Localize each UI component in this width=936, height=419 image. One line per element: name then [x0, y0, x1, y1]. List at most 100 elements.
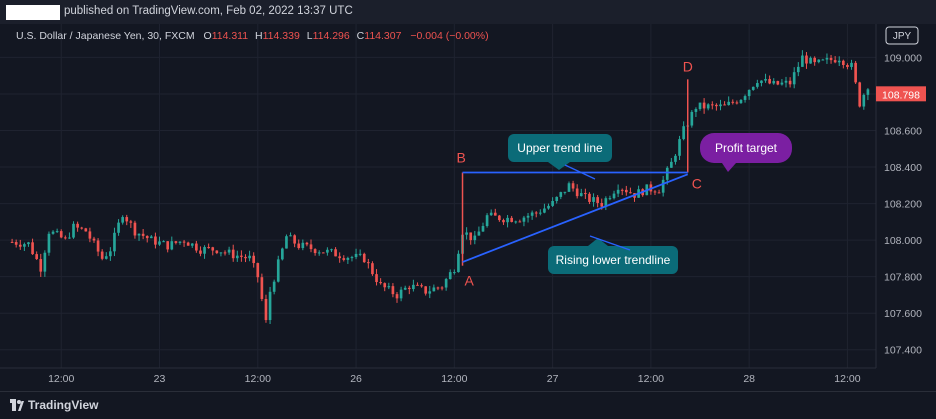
candle-body	[690, 111, 694, 126]
candle-body	[154, 236, 157, 245]
candle-body	[51, 231, 55, 234]
candle-body	[665, 167, 669, 180]
candle-body	[219, 252, 223, 254]
candle-body	[485, 215, 489, 227]
candle-body	[113, 232, 116, 252]
candle-body	[653, 191, 657, 193]
candle-body	[817, 59, 821, 63]
price-tick-label: 109.000	[884, 52, 922, 64]
candle-body	[412, 284, 415, 290]
callout-profit-target[interactable]: Profit target	[700, 133, 792, 172]
candle-body	[141, 233, 145, 236]
candle-body	[837, 60, 841, 63]
candle-body	[367, 262, 370, 264]
point-label-a: A	[465, 273, 475, 289]
candle-body	[31, 242, 34, 255]
candle-body	[92, 238, 96, 241]
candle-body	[473, 235, 477, 241]
candle-body	[723, 104, 726, 106]
candle-body	[203, 247, 206, 254]
candle-body	[530, 212, 534, 216]
time-tick-label: 27	[547, 373, 559, 385]
candle-body	[612, 193, 616, 199]
time-axis[interactable]: 12:00 23 12:00 26 12:00 27 12:00 28 12:00	[48, 373, 861, 385]
candle-body	[555, 196, 559, 202]
price-chart[interactable]: A B C D Upper trend line Rising lower tr…	[0, 0, 936, 391]
candle-body	[121, 217, 124, 223]
candle-body	[199, 250, 202, 254]
candle-body	[14, 242, 18, 245]
candle-body	[63, 237, 67, 239]
candle-body	[272, 281, 276, 292]
candle-body	[629, 192, 632, 194]
candle-body	[489, 212, 493, 216]
candle-body	[727, 101, 731, 106]
candle-body	[244, 256, 247, 259]
candle-body	[84, 228, 88, 232]
candle-body	[563, 191, 567, 193]
candle-body	[256, 263, 260, 278]
lower-trend-line[interactable]	[462, 173, 689, 263]
candle-body	[416, 284, 419, 286]
candle-body	[145, 235, 149, 239]
candle-body	[592, 197, 595, 202]
candle-body	[600, 202, 604, 207]
candle-body	[747, 89, 751, 97]
candle-body	[596, 197, 599, 203]
candle-body	[465, 232, 468, 235]
time-tick-label: 23	[154, 373, 166, 385]
low-label: L	[307, 30, 313, 42]
price-tick-label: 108.000	[884, 235, 922, 247]
candle-body	[657, 192, 661, 194]
candle-body	[670, 161, 673, 168]
candles	[10, 50, 870, 324]
currency-badge[interactable]: JPY	[885, 26, 919, 45]
candle-body	[18, 244, 22, 247]
candle-body	[842, 60, 845, 65]
price-tick-label: 108.600	[884, 125, 922, 137]
open-value: 114.311	[212, 30, 249, 42]
candle-body	[538, 212, 542, 214]
candle-body	[440, 287, 444, 289]
candle-body	[743, 96, 747, 100]
candle-body	[579, 193, 583, 197]
candle-body	[39, 259, 43, 272]
time-tick-label: 12:00	[245, 373, 271, 385]
candle-body	[710, 104, 714, 106]
candle-body	[604, 198, 608, 207]
candle-body	[522, 217, 526, 222]
time-tick-label: 26	[350, 373, 362, 385]
candle-body	[735, 102, 739, 104]
candle-body	[80, 227, 84, 229]
candle-body	[338, 256, 342, 259]
candle-body	[444, 279, 448, 288]
candle-body	[227, 249, 231, 253]
candle-body	[780, 82, 784, 85]
candle-body	[59, 231, 63, 238]
candle-body	[137, 233, 141, 236]
candle-body	[395, 294, 399, 299]
price-tick-label: 108.200	[884, 199, 922, 211]
candle-body	[399, 289, 403, 299]
candle-body	[534, 212, 538, 214]
candle-body	[72, 223, 75, 238]
candle-body	[518, 221, 522, 223]
time-tick-label: 12:00	[441, 373, 467, 385]
candle-body	[739, 99, 743, 104]
callout-upper-trend-line[interactable]: Upper trend line	[508, 134, 612, 180]
candle-body	[588, 193, 591, 202]
candle-body	[240, 255, 243, 257]
candle-body	[47, 233, 51, 253]
candle-body	[35, 254, 38, 260]
low-value: 114.296	[313, 30, 350, 42]
candle-body	[514, 221, 518, 223]
candle-body	[768, 78, 771, 84]
candle-body	[751, 86, 755, 90]
callout-upper-text: Upper trend line	[517, 141, 603, 155]
candle-body	[313, 249, 317, 254]
brand-name: TradingView	[28, 398, 99, 412]
candle-body	[702, 102, 706, 109]
candle-body	[731, 101, 735, 103]
callout-lower-trendline[interactable]: Rising lower trendline	[548, 235, 678, 274]
candle-body	[510, 217, 513, 222]
